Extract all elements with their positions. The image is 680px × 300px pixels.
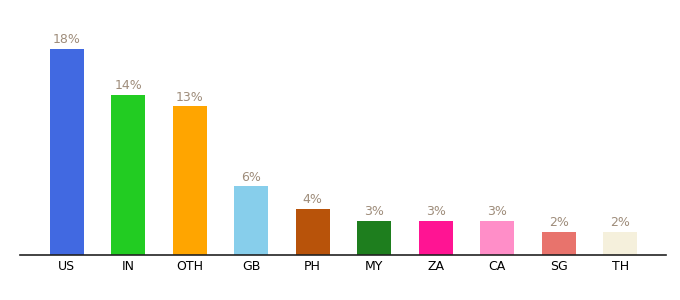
Text: 14%: 14% <box>114 79 142 92</box>
Bar <box>173 106 207 255</box>
Text: 3%: 3% <box>364 205 384 218</box>
Text: 2%: 2% <box>549 216 568 229</box>
Text: 2%: 2% <box>610 216 630 229</box>
Text: 13%: 13% <box>176 91 203 103</box>
Bar <box>50 49 84 255</box>
Bar <box>234 186 268 255</box>
Bar <box>112 95 145 255</box>
Text: 18%: 18% <box>53 33 81 46</box>
Bar <box>357 221 391 255</box>
Text: 3%: 3% <box>426 205 445 218</box>
Bar <box>419 221 453 255</box>
Bar <box>296 209 330 255</box>
Text: 3%: 3% <box>487 205 507 218</box>
Bar <box>480 221 514 255</box>
Bar <box>603 232 637 255</box>
Text: 6%: 6% <box>241 171 261 184</box>
Bar <box>542 232 575 255</box>
Text: 4%: 4% <box>303 194 322 206</box>
